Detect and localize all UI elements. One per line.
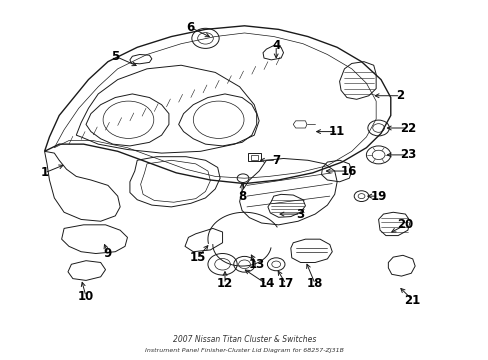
Bar	[248, 153, 260, 161]
Text: 4: 4	[271, 39, 280, 52]
Text: 6: 6	[186, 21, 195, 34]
Text: 21: 21	[404, 294, 420, 307]
Text: 12: 12	[216, 278, 233, 291]
Text: 17: 17	[277, 278, 293, 291]
Text: 11: 11	[328, 125, 345, 138]
Bar	[250, 155, 258, 159]
Text: 13: 13	[248, 258, 264, 271]
Text: 7: 7	[272, 154, 280, 167]
Text: 22: 22	[399, 122, 415, 135]
Text: 3: 3	[296, 208, 304, 221]
Text: 1: 1	[41, 166, 48, 179]
Text: 20: 20	[396, 218, 413, 231]
Text: 23: 23	[399, 148, 415, 161]
Text: 10: 10	[78, 290, 94, 303]
Text: 14: 14	[258, 278, 274, 291]
Text: 2007 Nissan Titan Cluster & Switches: 2007 Nissan Titan Cluster & Switches	[172, 335, 316, 344]
Text: 19: 19	[369, 190, 386, 203]
Text: Instrument Panel Finisher-Cluster Lid Diagram for 68257-ZJ31B: Instrument Panel Finisher-Cluster Lid Di…	[145, 348, 343, 353]
Text: 9: 9	[103, 247, 112, 260]
Text: 8: 8	[238, 190, 245, 203]
Text: 15: 15	[190, 251, 206, 264]
Text: 5: 5	[111, 50, 119, 63]
Text: 16: 16	[341, 165, 357, 177]
Text: 18: 18	[306, 278, 323, 291]
Text: 2: 2	[396, 89, 404, 102]
